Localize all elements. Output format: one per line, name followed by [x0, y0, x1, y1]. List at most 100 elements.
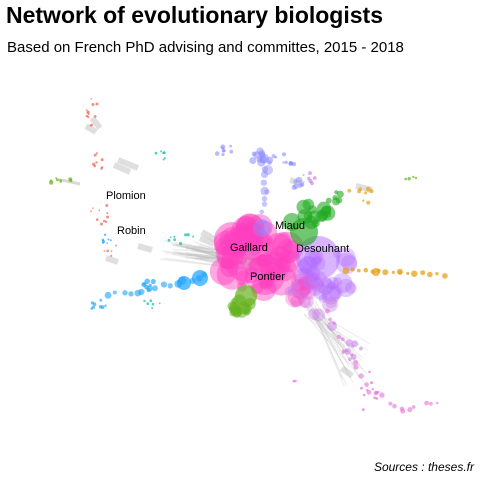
network-node — [342, 267, 350, 274]
network-node — [229, 149, 234, 154]
network-node — [375, 397, 379, 400]
network-edge — [311, 318, 347, 348]
network-node — [277, 249, 301, 273]
network-node — [358, 373, 364, 379]
network-node — [361, 408, 365, 412]
network-node — [267, 160, 272, 165]
source-caption: Sources : theses.fr — [373, 460, 474, 474]
network-node — [146, 302, 150, 305]
network-node — [327, 281, 336, 290]
network-node — [221, 149, 225, 153]
network-node — [265, 264, 297, 296]
network-node — [68, 177, 73, 182]
network-node — [162, 158, 165, 161]
network-node — [151, 285, 158, 292]
network-node — [86, 110, 90, 114]
network-node — [260, 276, 274, 290]
network-edge — [312, 317, 368, 351]
network-node — [396, 268, 403, 275]
network-node — [325, 197, 332, 204]
network-node — [214, 151, 220, 156]
network-node — [92, 207, 94, 209]
network-node — [260, 179, 268, 186]
network-node — [90, 123, 93, 127]
network-node — [276, 257, 292, 273]
network-edge — [303, 314, 350, 353]
network-node — [192, 270, 208, 286]
network-node — [259, 209, 265, 215]
network-node — [105, 220, 108, 223]
network-node — [87, 113, 90, 115]
network-node — [325, 297, 337, 309]
label-layer: Plomion Robin Miaud Gaillard Desouhant P… — [106, 190, 349, 283]
network-edge — [310, 309, 371, 345]
network-node — [299, 255, 319, 275]
network-node — [420, 270, 426, 276]
network-edge — [116, 157, 140, 171]
network-node — [245, 255, 285, 295]
network-node — [192, 235, 195, 238]
network-edge — [302, 301, 349, 373]
network-node — [308, 178, 313, 184]
network-node — [106, 242, 109, 245]
network-node — [91, 103, 95, 106]
network-node — [150, 278, 156, 285]
network-node — [435, 272, 439, 276]
network-node — [109, 239, 112, 242]
network-node — [296, 259, 313, 276]
network-node — [154, 151, 158, 155]
network-node — [326, 276, 339, 290]
network-node — [115, 244, 118, 247]
network-node — [90, 307, 94, 310]
network-node — [291, 281, 310, 300]
network-node — [299, 282, 317, 300]
network-node — [295, 176, 303, 184]
network-node — [110, 250, 113, 253]
network-node — [146, 288, 151, 293]
network-edge — [303, 313, 348, 364]
network-node — [149, 299, 153, 303]
network-node — [442, 273, 448, 279]
network-node — [101, 166, 104, 169]
network-node — [275, 239, 301, 264]
node-label-gaillard: Gaillard — [230, 242, 268, 254]
network-node — [364, 382, 369, 387]
network-node — [414, 176, 418, 180]
network-node — [290, 295, 303, 308]
network-node — [282, 161, 285, 164]
network-node — [49, 179, 53, 183]
network-edge — [105, 255, 119, 265]
network-node — [291, 300, 298, 308]
network-node — [285, 288, 305, 308]
network-node — [102, 219, 106, 223]
network-node — [341, 255, 357, 271]
network-node — [328, 317, 332, 322]
network-node — [322, 296, 339, 313]
network-node — [261, 196, 268, 202]
network-node — [293, 183, 299, 190]
network-edge — [314, 300, 350, 368]
network-node — [95, 152, 98, 155]
network-node — [295, 267, 313, 285]
network-node — [313, 284, 330, 300]
network-node — [122, 290, 128, 296]
network-node — [297, 294, 311, 308]
network-node — [260, 228, 266, 235]
network-node — [167, 283, 173, 289]
network-node — [128, 291, 134, 297]
network-node — [304, 249, 322, 267]
network-node — [151, 302, 155, 306]
network-node — [169, 236, 172, 239]
network-node — [177, 276, 191, 290]
network-node — [376, 390, 380, 394]
network-node — [85, 109, 88, 111]
node-label-plomion: Plomion — [106, 190, 146, 202]
network-node — [344, 348, 352, 355]
network-node — [333, 277, 343, 287]
network-node — [299, 256, 317, 274]
network-node — [284, 160, 288, 165]
network-node — [160, 281, 167, 288]
network-edge — [301, 301, 343, 341]
network-node — [173, 235, 176, 238]
